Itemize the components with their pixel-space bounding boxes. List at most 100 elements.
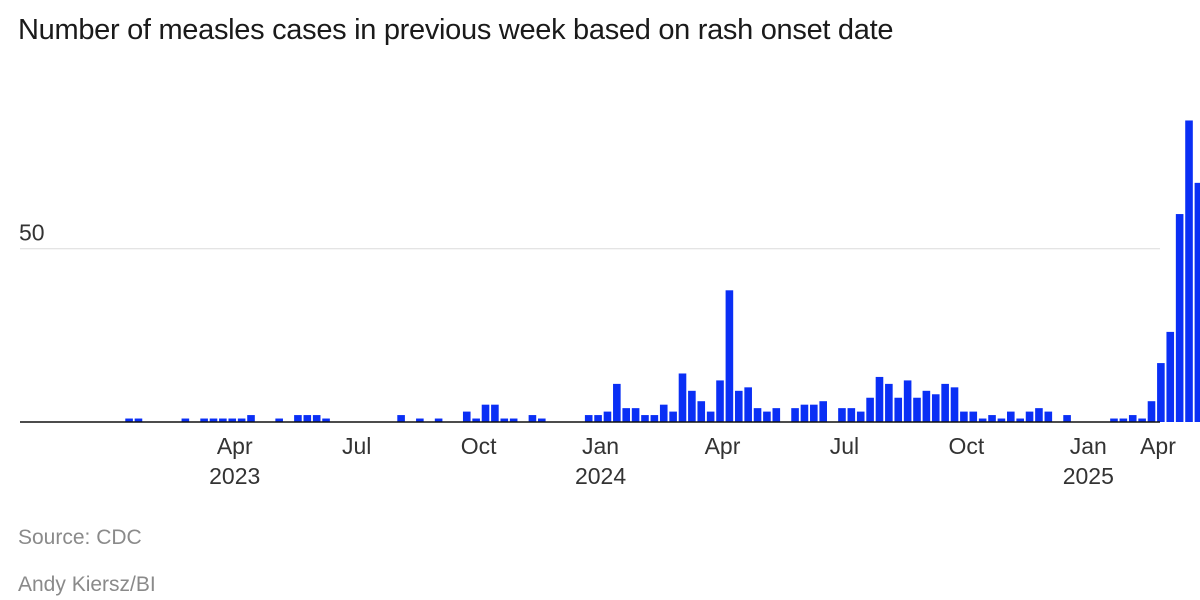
bar xyxy=(1166,331,1175,422)
bar xyxy=(247,415,255,422)
x-tick-year-label: 2024 xyxy=(575,463,626,489)
bar xyxy=(1110,418,1118,422)
bar xyxy=(209,418,218,422)
bar xyxy=(219,418,227,422)
bar xyxy=(303,415,312,422)
bar xyxy=(500,418,509,422)
x-tick-label: Jan xyxy=(1070,433,1107,459)
bar xyxy=(866,397,874,422)
x-axis: Apr 2023 Jul Oct Jan 2024 Apr Jul Oct Jan 2025 Apr xyxy=(20,421,1176,489)
bar xyxy=(847,408,856,422)
bar xyxy=(509,418,518,422)
bar xyxy=(200,418,208,422)
bar xyxy=(716,380,724,422)
bar xyxy=(960,411,968,422)
credit-note: Andy Kiersz/BI xyxy=(18,573,156,596)
bar xyxy=(1128,415,1137,422)
bar xyxy=(969,411,978,422)
bar xyxy=(181,418,190,422)
bar xyxy=(997,418,1006,422)
bar xyxy=(1119,418,1128,422)
bar xyxy=(594,415,602,422)
chart-title: Number of measles cases in previous week… xyxy=(18,14,894,46)
bars xyxy=(125,120,1200,423)
bar xyxy=(622,408,631,422)
bar xyxy=(1138,418,1146,422)
bar xyxy=(650,415,659,422)
bar xyxy=(725,290,734,422)
bar xyxy=(1194,182,1200,422)
bar xyxy=(462,411,471,422)
bar xyxy=(397,415,405,422)
bar xyxy=(791,408,799,422)
bar xyxy=(528,415,537,422)
bar xyxy=(810,404,818,422)
bar xyxy=(641,415,649,422)
bar xyxy=(988,415,996,422)
bar xyxy=(875,376,884,422)
bar xyxy=(613,383,621,423)
bar xyxy=(931,394,940,422)
bar xyxy=(1157,363,1165,422)
bar xyxy=(1035,408,1043,422)
y-axis-labels: 50 xyxy=(19,220,45,246)
bar xyxy=(744,387,752,422)
bar xyxy=(228,418,237,422)
bar xyxy=(1016,418,1024,422)
bar xyxy=(913,397,921,422)
bar xyxy=(978,418,987,422)
bar xyxy=(1063,415,1071,422)
bar xyxy=(1175,214,1184,422)
bar xyxy=(903,380,912,422)
bar xyxy=(678,373,687,422)
source-note: Source: CDC xyxy=(18,526,142,549)
bar xyxy=(1044,411,1053,422)
bar xyxy=(416,418,424,422)
bar xyxy=(659,404,668,422)
bar xyxy=(481,404,490,422)
bar xyxy=(491,404,499,422)
bar xyxy=(763,411,771,422)
bar xyxy=(434,418,443,422)
bar xyxy=(322,418,330,422)
bar xyxy=(125,418,133,422)
bar xyxy=(753,408,762,422)
x-tick-label: Apr xyxy=(1140,433,1176,459)
bar xyxy=(584,415,593,422)
bar xyxy=(734,390,743,422)
bar xyxy=(603,411,612,422)
bar xyxy=(856,411,865,422)
bar xyxy=(472,418,480,422)
bar xyxy=(237,418,246,422)
bar xyxy=(1185,120,1193,422)
y-tick-label: 50 xyxy=(19,220,45,246)
bar xyxy=(134,418,143,422)
x-tick-label: Apr xyxy=(217,433,253,459)
x-tick-label: Apr xyxy=(705,433,741,459)
bar xyxy=(941,383,949,423)
bar xyxy=(772,408,781,422)
bar xyxy=(294,415,302,422)
x-tick-label: Jan xyxy=(582,433,619,459)
bar xyxy=(669,411,677,422)
bar xyxy=(800,404,809,422)
x-tick-label: Jul xyxy=(830,433,859,459)
bar xyxy=(631,408,640,422)
bar xyxy=(1025,411,1034,422)
bar xyxy=(275,418,283,422)
bar xyxy=(1147,401,1156,422)
x-tick-label: Oct xyxy=(948,433,984,459)
x-tick-label: Jul xyxy=(342,433,371,459)
bar xyxy=(312,415,321,422)
bar xyxy=(688,390,696,422)
bar xyxy=(538,418,546,422)
bar xyxy=(894,397,903,422)
x-tick-year-label: 2023 xyxy=(209,463,260,489)
bar xyxy=(706,411,715,422)
bar xyxy=(885,383,893,423)
x-tick-label: Oct xyxy=(461,433,497,459)
bar xyxy=(838,408,846,422)
bar xyxy=(697,401,706,422)
bar xyxy=(819,401,827,422)
